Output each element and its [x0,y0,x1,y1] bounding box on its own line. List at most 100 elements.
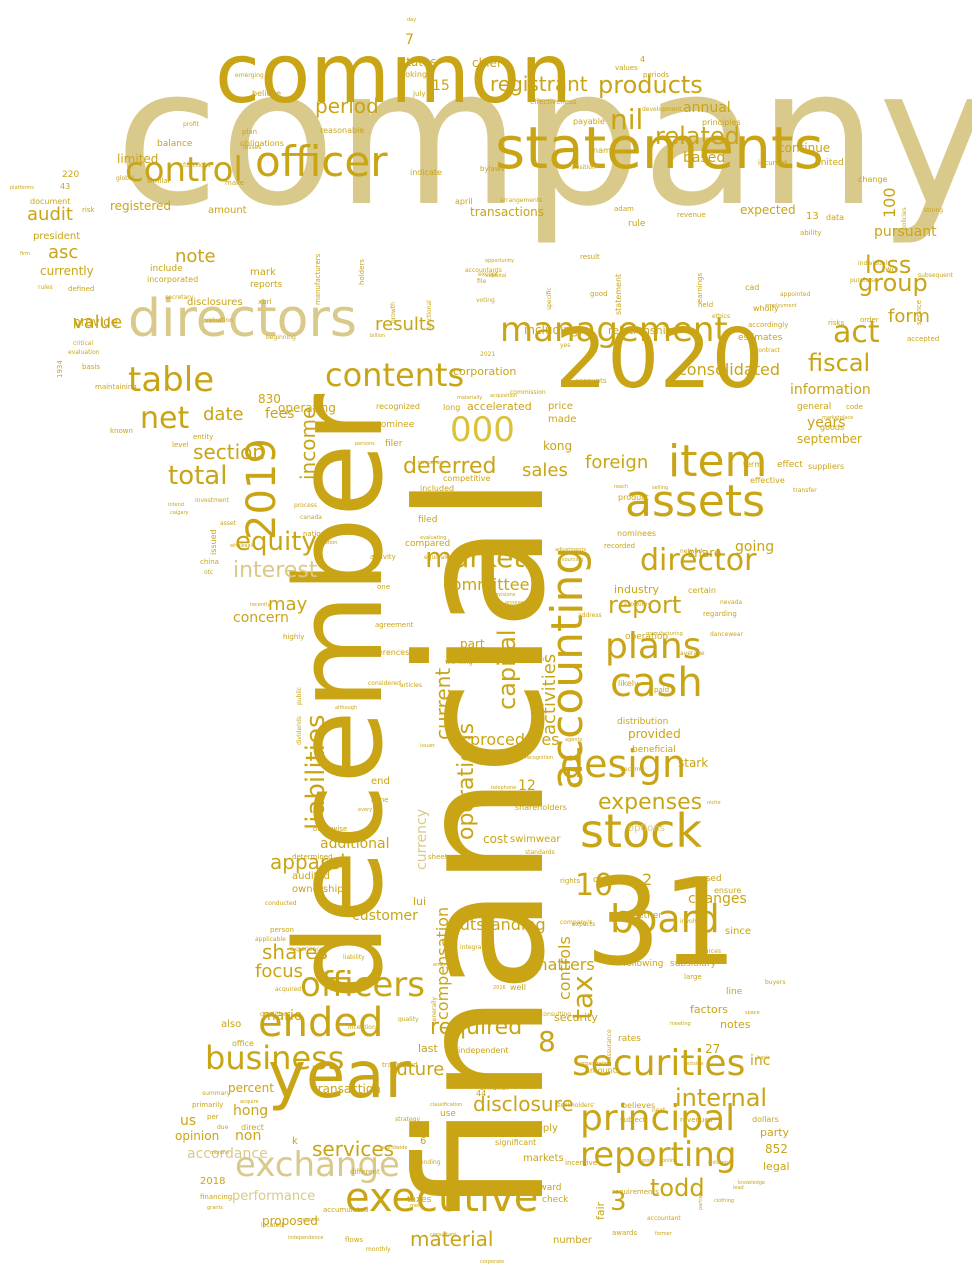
cloud-word: industry [614,583,660,597]
cloud-word: september [797,432,862,447]
cloud-word: reasonable [320,125,365,135]
cloud-word: accepted [907,335,940,344]
cloud-word: effective [750,475,785,485]
cloud-word: wholly [753,303,779,313]
cloud-word: control [125,149,243,190]
cloud-word: asset [220,520,236,528]
cloud-word: taxonomy [621,601,651,609]
cloud-word: distribution [617,716,669,727]
cloud-word: audit [27,203,73,225]
cloud-word: former [655,1231,672,1237]
cloud-word: income [296,406,320,480]
cloud-word: internal [675,1083,768,1112]
cloud-word: temporary [418,460,445,466]
cloud-word: ownership [292,884,344,895]
cloud-word: securities [572,1043,746,1085]
cloud-word: development [642,106,682,114]
cloud-word: recognized [376,401,420,411]
cloud-word: provide [73,315,119,330]
cloud-word: cost [483,832,508,847]
cloud-word: good [590,290,608,299]
cloud-word: sales [522,459,568,481]
cloud-word: 000 [450,409,515,450]
cloud-word: rates [618,1033,641,1044]
cloud-word: last [418,1042,438,1056]
cloud-word: looking [398,69,428,79]
cloud-word: k [292,1136,298,1147]
cloud-word: owned [593,874,623,885]
cloud-word: management [500,309,728,350]
cloud-word: year [268,1038,411,1113]
cloud-word: maintaining [95,383,137,392]
cloud-word: agreement [375,621,414,630]
cloud-word: adam [614,205,634,214]
cloud-word: similar [147,177,171,186]
cloud-word: reports [250,279,283,290]
cloud-word: knowledge [738,1180,766,1186]
cloud-word: compared [405,538,451,549]
cloud-word: strategy [395,1116,421,1124]
cloud-word: applicable [255,936,286,944]
cloud-word: subsequent [918,272,954,280]
cloud-word: adjustments [555,547,587,553]
cloud-word: product [618,492,649,502]
cloud-word: marketplace [822,415,854,421]
cloud-word: sheet [428,853,448,862]
cloud-word: recognition [525,755,554,761]
cloud-word: 43 [60,181,71,191]
cloud-word: market [425,540,525,574]
cloud-word: critical [73,340,94,348]
cloud-word: flows [345,1236,364,1245]
cloud-word: basis [82,363,100,372]
cloud-word: group [858,268,928,297]
cloud-word: fair [593,1201,607,1220]
cloud-word: regulation [312,540,338,546]
cloud-word: fiscal [808,348,871,377]
cloud-word: continue [778,141,831,156]
cloud-word: nominees [617,528,657,538]
cloud-word: online [662,1158,678,1164]
cloud-word: financing [200,1193,233,1202]
cloud-word: otherwise [313,825,348,834]
cloud-word: mario [262,1007,303,1024]
cloud-word: certain [688,585,716,595]
cloud-word: disclosure [473,1092,574,1116]
cloud-word: taking [455,735,471,741]
cloud-word: functions [183,162,211,170]
cloud-word: goods [820,422,845,432]
cloud-word: integral [460,944,484,952]
cloud-word: worldwide [382,1145,408,1151]
cloud-word: changes [688,890,747,907]
cloud-word: effectiveness [530,98,577,107]
cloud-word: contract [755,347,780,355]
cloud-word: wholesale [230,543,255,549]
cloud-word: acquisition [490,393,518,399]
cloud-word: experience [290,946,324,954]
cloud-word: address [578,612,602,620]
cloud-word: determined [292,853,333,862]
cloud-word: employment [765,303,797,309]
cloud-word: customer [352,907,418,924]
cloud-word: per [207,1113,219,1122]
cloud-word: file [477,278,487,286]
cloud-word: principal [580,1098,736,1140]
cloud-word: opinion [175,1129,220,1144]
cloud-word: make [225,179,245,188]
cloud-word: rights [560,877,581,886]
cloud-word: 2 [642,870,653,890]
cloud-word: ethics [712,313,730,321]
cloud-word: notes [720,1018,751,1032]
cloud-word: generally [430,996,438,1025]
cloud-word: clothing [714,1198,735,1204]
cloud-word: values [615,64,638,73]
cloud-word: earnings [695,272,704,303]
cloud-word: otc [204,569,214,577]
cloud-word: corporate [480,1259,505,1265]
cloud-word: price [548,401,573,412]
cloud-word: effect [777,459,803,470]
cloud-word: yes [560,342,571,350]
cloud-word: become [620,766,645,774]
cloud-word: canada [300,514,322,522]
cloud-word: board [610,896,720,941]
cloud-word: 7 [405,31,414,48]
